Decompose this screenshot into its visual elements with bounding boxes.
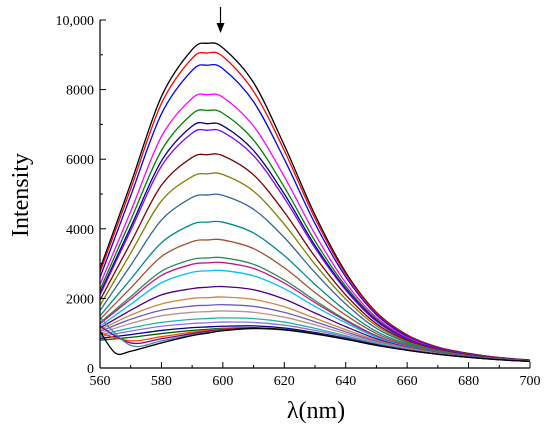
x-tick-label: 640 xyxy=(335,374,356,389)
series-line-4 xyxy=(99,93,531,362)
x-tick-label: 560 xyxy=(90,374,111,389)
y-axis-title: Intensity xyxy=(8,153,34,237)
series-line-2 xyxy=(99,51,531,361)
series-lines xyxy=(99,42,531,363)
arrow-head xyxy=(216,23,225,33)
y-tick-label: 4000 xyxy=(66,223,94,238)
x-tick-label: 680 xyxy=(458,374,479,389)
x-tick-label: 580 xyxy=(151,374,172,389)
decrease-arrow xyxy=(216,7,225,33)
y-tick-label: 10,000 xyxy=(56,14,95,29)
x-tick-label: 660 xyxy=(397,374,418,389)
y-tick-label: 2000 xyxy=(66,292,94,307)
x-tick-label: 600 xyxy=(212,374,233,389)
series-line-14 xyxy=(99,261,531,362)
series-line-27 xyxy=(99,327,531,363)
x-tick-label: 700 xyxy=(520,374,541,389)
x-tick-label: 620 xyxy=(274,374,295,389)
y-tick-label: 8000 xyxy=(66,84,94,99)
x-axis-title: λ(nm) xyxy=(287,398,345,424)
y-tick-label: 6000 xyxy=(66,153,94,168)
y-tick-label: 0 xyxy=(87,362,94,377)
series-line-16 xyxy=(99,285,531,362)
series-line-3 xyxy=(99,63,531,361)
ticks: 560 580 600 620 640 660 680 700 0 2000 4000 6000 800… xyxy=(56,14,541,389)
